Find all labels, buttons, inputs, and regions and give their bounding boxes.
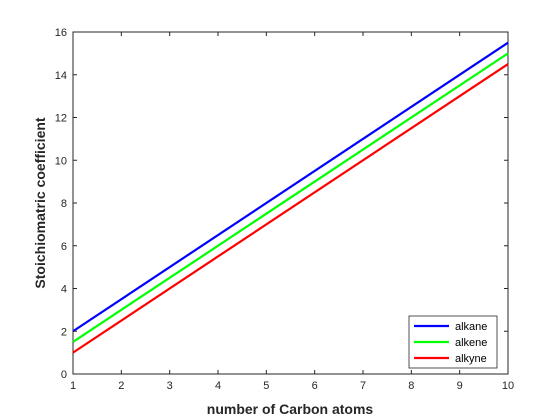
x-tick-label: 10 [502, 380, 514, 392]
x-tick-label: 4 [215, 380, 221, 392]
series-line-alkane [72, 41, 509, 333]
x-axis-label: number of Carbon atoms [207, 401, 374, 417]
y-tick-label: 0 [61, 369, 67, 381]
x-tick-label: 6 [312, 380, 318, 392]
x-tick-label: 7 [360, 380, 366, 392]
y-tick-label: 2 [61, 326, 67, 338]
y-axis-label: Stoichiomatric coefficient [32, 117, 48, 288]
legend: alkane alkene alkyne [408, 315, 498, 369]
x-tick-label: 1 [70, 380, 76, 392]
series-line-alkene [72, 52, 509, 343]
y-tick-label: 16 [55, 27, 67, 39]
y-tick-label: 4 [61, 284, 67, 296]
y-tick-label: 10 [55, 155, 67, 167]
x-tick-label: 8 [408, 380, 414, 392]
y-tick-label: 14 [55, 70, 67, 82]
legend-label-alkyne: alkyne [455, 353, 487, 365]
y-tick-label: 6 [61, 241, 67, 253]
x-tick-label: 3 [167, 380, 173, 392]
x-tick-label: 2 [118, 380, 124, 392]
series-group [72, 41, 509, 354]
x-tick-label: 5 [263, 380, 269, 392]
y-tick-label: 12 [55, 113, 67, 125]
y-tick-label: 8 [61, 198, 67, 210]
x-tick-label: 9 [457, 380, 463, 392]
series-line-alkyne [72, 63, 509, 354]
legend-label-alkene: alkene [455, 337, 487, 349]
legend-label-alkane: alkane [455, 321, 487, 333]
